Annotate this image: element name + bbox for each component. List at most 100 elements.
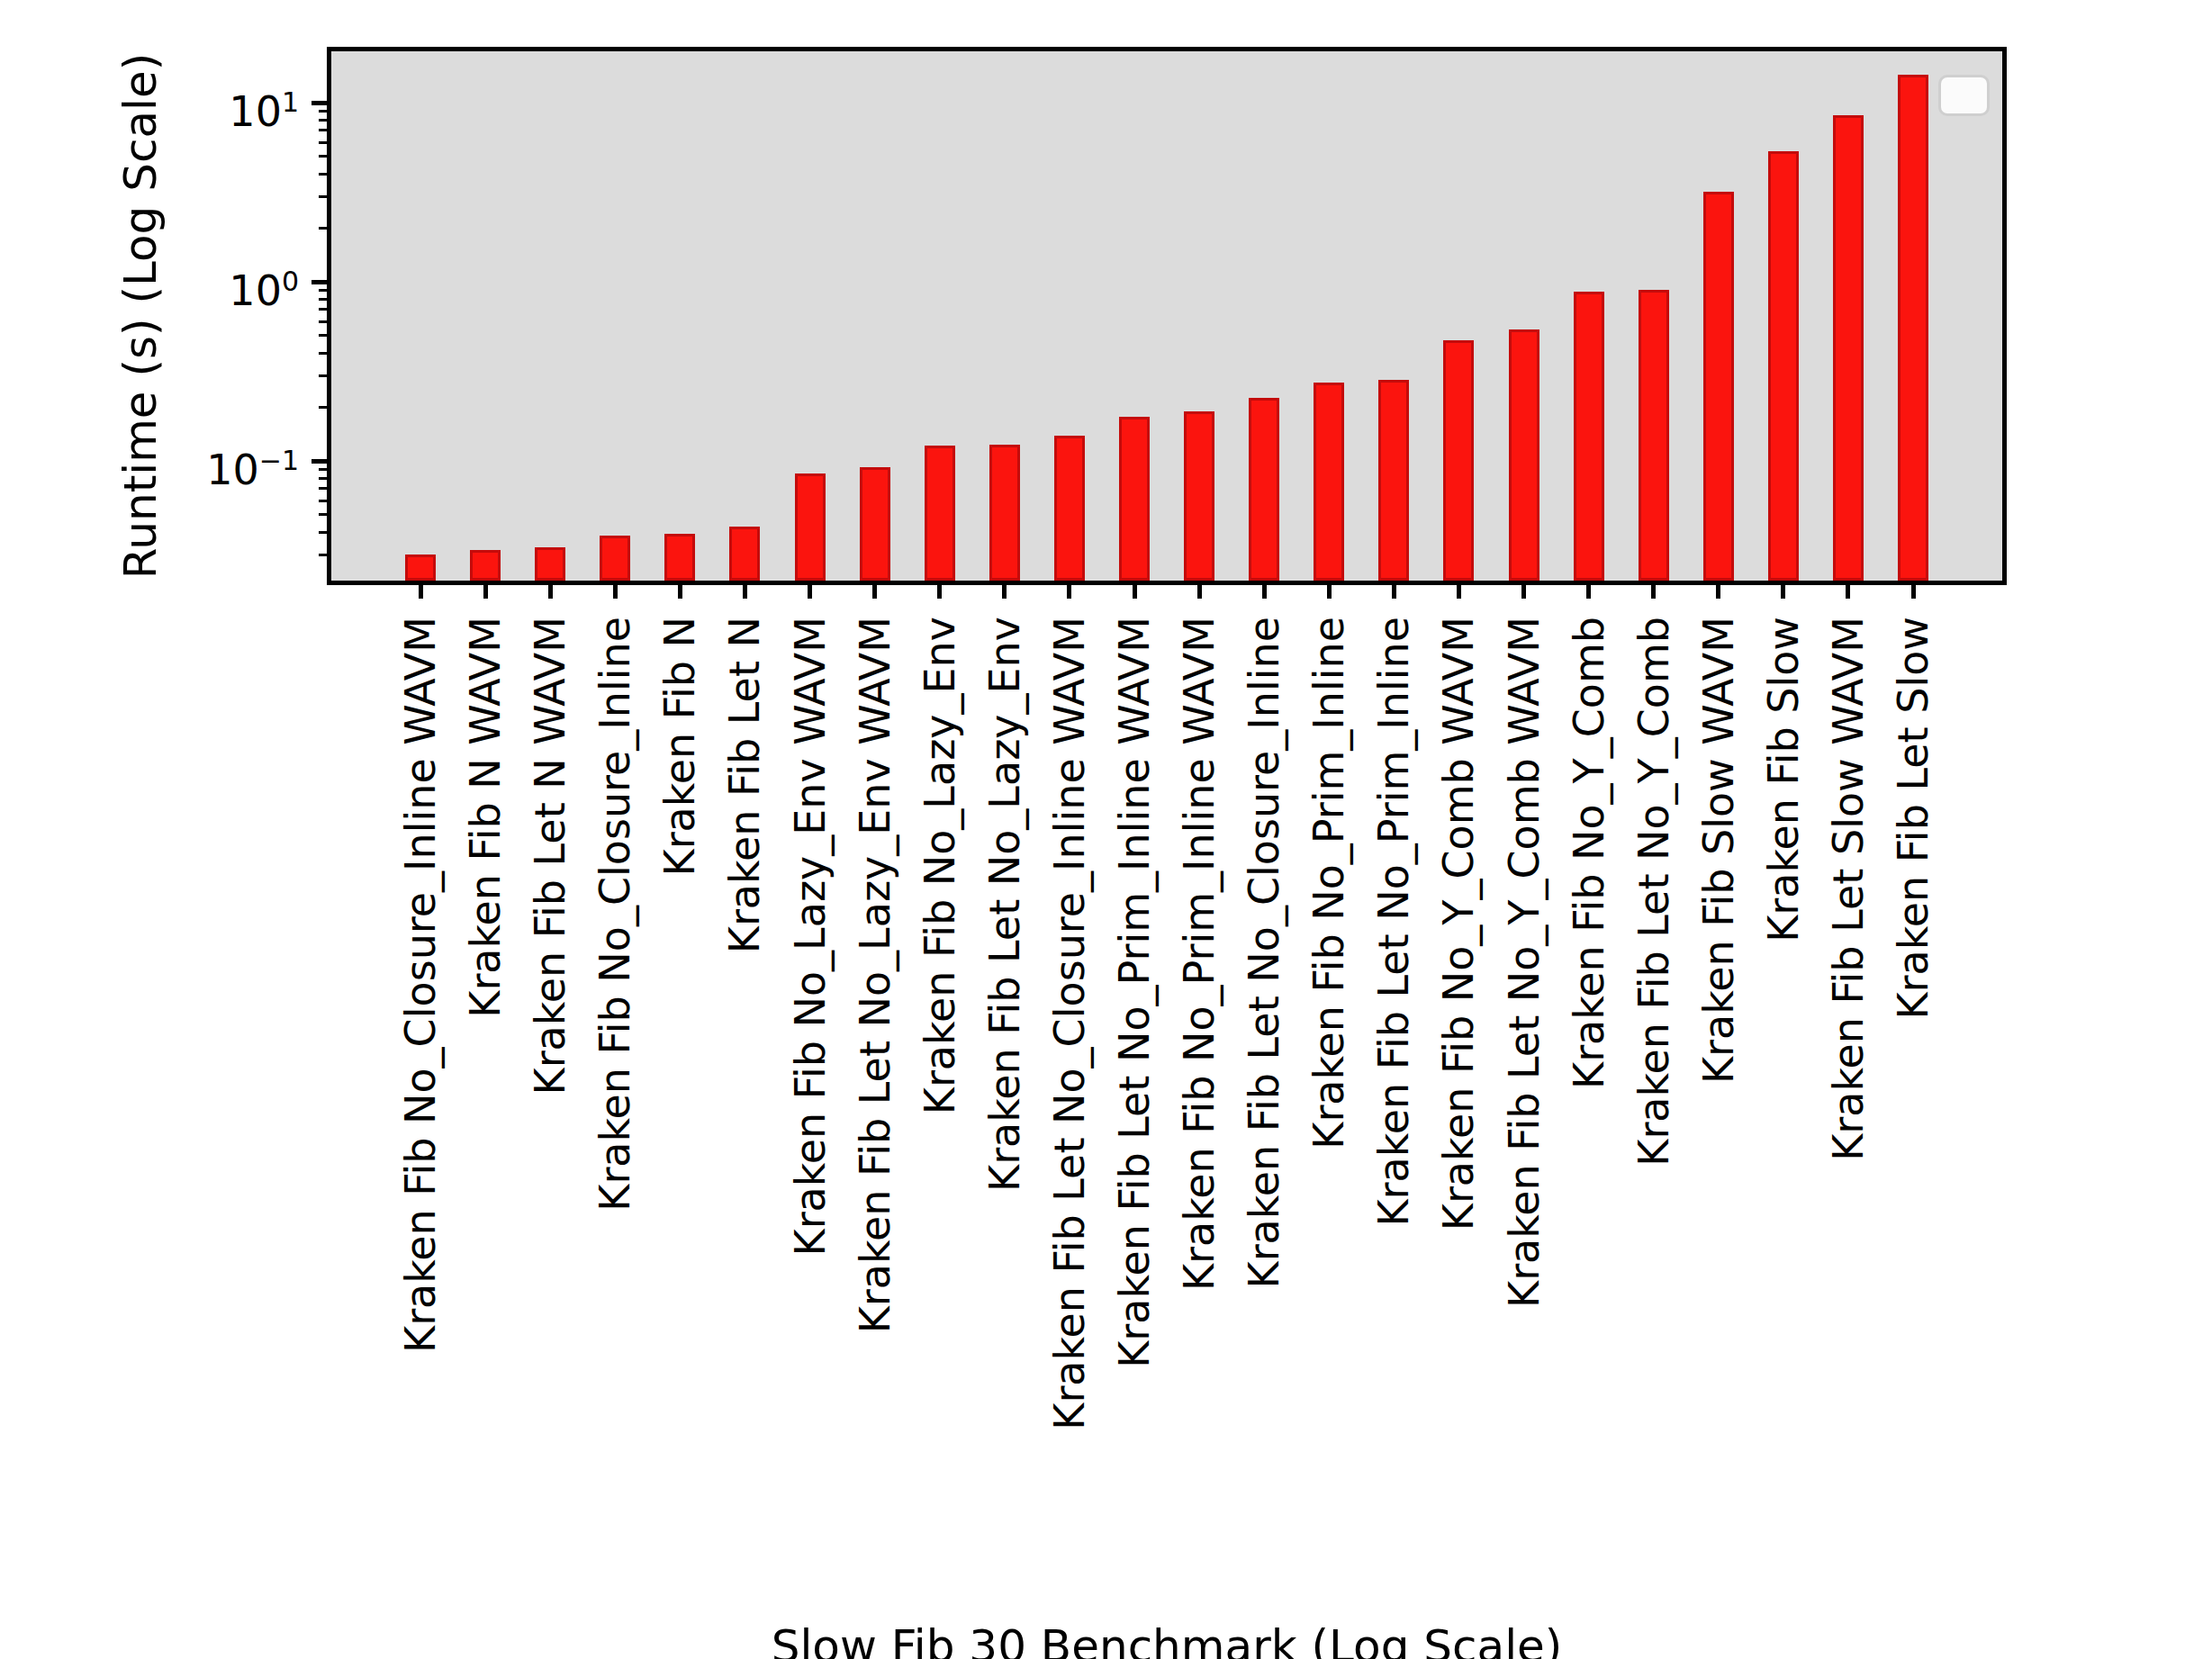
bar-7 [795,473,826,581]
x-tick [1327,583,1332,599]
x-tick-label: Kraken Fib Let Slow [1892,617,2212,658]
y-major-tick [311,101,330,105]
x-tick [808,583,812,599]
y-axis-title-text: Runtime (s) (Log Scale) [118,53,163,579]
y-minor-tick [319,531,330,534]
bar-11 [1054,436,1085,582]
y-minor-tick [319,374,330,377]
x-tick [1651,583,1656,599]
x-tick-label-text: Kraken Fib Slow WAVM [1698,617,1739,1084]
x-tick-label-text: Kraken Fib No_Prim_Inline WAVM [1178,617,1220,1291]
bar-14 [1249,398,1279,582]
x-tick-label-text: Kraken Fib No_Prim_Inline [1308,617,1350,1150]
bar-1 [405,555,436,581]
y-axis-title: Runtime (s) (Log Scale) [118,316,644,361]
x-tick [678,583,682,599]
y-minor-tick [319,554,330,556]
x-tick [937,583,942,599]
x-tick-label-text: Kraken Fib Let No_Lazy_Env WAVM [854,617,896,1333]
bar-9 [925,446,955,581]
x-tick [872,583,877,599]
x-tick [1197,583,1202,599]
x-tick-label-text: Kraken Fib N [659,617,700,876]
x-tick [1262,583,1267,599]
y-minor-tick [319,227,330,230]
bar-12 [1119,417,1150,581]
figure: Runtime (s) (Log Scale) Slow Fib 30 Benc… [0,0,2212,1659]
legend-box [1938,75,1990,116]
y-minor-tick [319,487,330,490]
y-tick-label: 100 [229,255,299,318]
x-tick [1457,583,1461,599]
x-tick [1002,583,1007,599]
x-tick-label-text: Kraken Fib No_Y_Comb [1568,617,1610,1089]
bar-22 [1768,151,1799,581]
bar-15 [1314,383,1344,581]
x-tick [1911,583,1916,599]
y-major-tick [311,280,330,284]
y-minor-tick [319,352,330,355]
x-tick [1586,583,1591,599]
bar-4 [600,536,630,582]
bar-13 [1184,411,1214,581]
x-tick-label-text: Kraken Fib Let No_Prim_Inline [1373,617,1414,1227]
x-tick [419,583,423,599]
x-tick-label-text: Kraken Fib N WAVM [465,617,506,1018]
y-minor-tick [319,334,330,337]
x-tick [1781,583,1785,599]
bar-24 [1898,75,1928,582]
y-minor-tick [319,468,330,471]
x-tick-label-text: Kraken Fib Let No_Lazy_Env [984,617,1025,1192]
y-minor-tick [319,119,330,122]
y-minor-tick [319,110,330,113]
bar-6 [729,527,760,581]
x-tick-label-text: Kraken Fib No_Closure_Inline WAVM [400,617,441,1353]
y-minor-tick [319,173,330,176]
x-axis-title: Slow Fib 30 Benchmark (Log Scale) [772,1620,1563,1659]
bar-16 [1378,380,1409,581]
y-minor-tick [319,406,330,409]
x-tick-label-text: Kraken Fib Let No_Y_Comb [1633,617,1675,1167]
x-tick [613,583,618,599]
y-minor-tick [319,298,330,301]
x-tick [1392,583,1396,599]
x-tick-label-text: Kraken Fib No_Y_Comb WAVM [1438,617,1479,1231]
y-tick-label: 101 [229,76,299,139]
x-tick-label-text: Kraken Fib No_Closure_Inline [594,617,636,1212]
x-tick [1067,583,1071,599]
y-minor-tick [319,129,330,131]
x-tick-label-text: Kraken Fib Let N [724,617,765,953]
x-tick-label-text: Kraken Fib Let Slow [1892,617,1934,1020]
x-tick-label-text: Kraken Fib No_Lazy_Env WAVM [790,617,831,1257]
bar-5 [664,534,695,581]
y-minor-tick [319,500,330,502]
x-tick [1716,583,1720,599]
bar-3 [535,547,565,581]
x-tick-label-text: Kraken Fib Let Slow WAVM [1828,617,1869,1161]
bar-21 [1703,192,1734,581]
y-minor-tick [319,513,330,516]
y-minor-tick [319,308,330,311]
x-tick-label-text: Kraken Fib Let N WAVM [529,617,571,1095]
x-tick-label-text: Kraken Fib No_Lazy_Env [919,617,961,1114]
bar-19 [1574,292,1604,581]
y-tick-label: 10−1 [206,434,299,497]
bar-10 [989,445,1020,581]
y-minor-tick [319,195,330,198]
x-tick [743,583,747,599]
y-minor-tick [319,141,330,144]
x-tick-label-text: Kraken Fib Let No_Closure_Inline WAVM [1049,617,1090,1430]
y-major-tick [311,459,330,464]
y-minor-tick [319,155,330,158]
x-tick [483,583,488,599]
bar-2 [470,550,501,582]
x-tick [1846,583,1850,599]
x-tick [1133,583,1137,599]
x-tick [548,583,553,599]
x-tick-label-text: Kraken Fib Slow [1763,617,1804,942]
x-tick-label-text: Kraken Fib Let No_Closure_Inline [1243,617,1285,1289]
y-minor-tick [319,289,330,292]
y-minor-tick [319,477,330,480]
bar-18 [1509,329,1539,581]
x-tick-label-text: Kraken Fib Let No_Y_Comb WAVM [1503,617,1545,1308]
